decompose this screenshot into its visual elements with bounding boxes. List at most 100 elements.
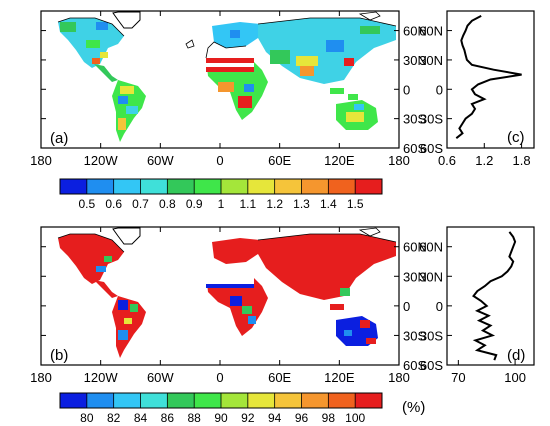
panel-label-c: (c): [507, 129, 525, 146]
lat-tick-label: 60S: [403, 141, 426, 156]
lat-tick-label: 0: [436, 299, 443, 314]
colorbar-label: 88: [187, 411, 201, 425]
colorbar-label: 82: [107, 411, 121, 425]
colorbar-cell: [194, 179, 222, 194]
colorbar-cell: [274, 179, 302, 194]
colorbar-label: 92: [241, 411, 255, 425]
colorbar-cell: [328, 179, 356, 194]
lon-tick-label: 0: [216, 370, 223, 385]
europe-field: [212, 238, 260, 264]
colorbar-cell: [60, 179, 88, 194]
map-panel-b: (b): [40, 226, 400, 366]
lat-tick-label: 60N: [419, 24, 443, 39]
lat-tick-label: 0: [403, 299, 410, 314]
colorbar-b-unit: (%): [402, 399, 425, 416]
lat-tick-label: 60N: [419, 240, 443, 255]
colorbar-cell: [113, 179, 141, 194]
lon-tick-label: 60W: [147, 370, 174, 385]
lat-tick-label: 60S: [420, 358, 443, 373]
profile-line: [455, 15, 522, 139]
lon-tick-label: 120E: [324, 370, 355, 385]
colorbar-a: 0.5 0.6 0.7 0.8 0.9 1 1.1 1.2 1.3 1.4 1.5: [59, 178, 383, 211]
lon-tick-label: 60E: [268, 153, 291, 168]
colorbar-b: 80 82 84 86 88 90 92 94 96 98 100: [59, 392, 383, 425]
asia-field: [258, 234, 396, 300]
lon-tick-label: 180: [30, 370, 52, 385]
colorbar-cell: [328, 393, 356, 408]
colorbar-cell: [113, 393, 141, 408]
lon-tick-label: 180: [388, 370, 410, 385]
colorbar-cell: [167, 179, 195, 194]
x-tick-label: 70: [451, 370, 465, 385]
x-tick-label: 1.8: [513, 153, 531, 168]
lat-tick-label: 0: [403, 82, 410, 97]
lat-tick-label: 30N: [419, 269, 443, 284]
lon-tick-label: 120W: [84, 370, 119, 385]
colorbar-label: 86: [161, 411, 175, 425]
lat-tick-label: 30S: [420, 112, 443, 127]
lon-tick-label: 120E: [324, 153, 355, 168]
colorbar-label: 80: [80, 411, 94, 425]
north-america-field: [58, 234, 124, 284]
colorbar-cell: [221, 179, 249, 194]
colorbar-label: 1.2: [266, 197, 283, 211]
profile-panel-d: (d) 60N 30N 0 30S 60S 70 100: [419, 226, 535, 385]
panel-label-a: (a): [50, 130, 68, 147]
colorbar-label: 90: [214, 411, 228, 425]
colorbar-label: 0.7: [132, 197, 149, 211]
lat-tick-label: 30N: [403, 269, 427, 284]
central-america-field: [94, 64, 118, 82]
lon-tick-label: 120W: [84, 153, 119, 168]
lat-tick-label: 30S: [403, 112, 426, 127]
colorbar-cell: [301, 179, 329, 194]
colorbar-cell: [274, 393, 302, 408]
lon-tick-label: 60E: [268, 370, 291, 385]
lon-tick-label: 0: [216, 153, 223, 168]
colorbar-cell: [60, 393, 88, 408]
lat-tick-label: 30S: [420, 328, 443, 343]
colorbar-cell: [167, 393, 195, 408]
colorbar-cell: [86, 179, 114, 194]
colorbar-label: 1.1: [239, 197, 256, 211]
colorbar-cell: [140, 179, 168, 194]
lon-tick-label: 180: [30, 153, 52, 168]
lat-tick-label: 30S: [403, 328, 426, 343]
lat-tick-label: 30N: [419, 53, 443, 68]
panel-label-b: (b): [50, 347, 68, 364]
lat-tick-label: 30N: [403, 53, 427, 68]
colorbar-cell: [301, 393, 329, 408]
lon-tick-label: 180: [388, 153, 410, 168]
lat-tick-label: 60S: [403, 358, 426, 373]
panel-label-d: (d): [507, 347, 525, 364]
colorbar-cell: [221, 393, 249, 408]
lat-tick-label: 60S: [420, 141, 443, 156]
colorbar-label: 96: [295, 411, 309, 425]
colorbar-label: 0.5: [78, 197, 95, 211]
colorbar-label: 0.6: [105, 197, 122, 211]
greenland-outline: [112, 227, 141, 245]
lon-tick-label: 60W: [147, 153, 174, 168]
colorbar-label: 94: [268, 411, 282, 425]
colorbar-cell: [355, 179, 383, 194]
colorbar-cell: [140, 393, 168, 408]
profile-line: [472, 231, 517, 361]
colorbar-label: 1.5: [347, 197, 364, 211]
x-tick-label: 1.2: [475, 153, 493, 168]
lat-tick-label: 0: [436, 82, 443, 97]
map-panel-a: (a): [40, 10, 400, 149]
lat-tick-label: 60N: [403, 24, 427, 39]
colorbar-label: 84: [134, 411, 148, 425]
colorbar-cell: [86, 393, 114, 408]
lat-tick-label: 60N: [403, 240, 427, 255]
x-tick-label: 100: [504, 370, 526, 385]
colorbar-label: 98: [322, 411, 336, 425]
colorbar-label: 1: [218, 197, 225, 211]
colorbar-label: 100: [345, 411, 365, 425]
colorbar-cell: [247, 393, 275, 408]
colorbar-label: 0.9: [186, 197, 203, 211]
x-tick-label: 0.6: [438, 153, 456, 168]
colorbar-label: 1.4: [320, 197, 337, 211]
